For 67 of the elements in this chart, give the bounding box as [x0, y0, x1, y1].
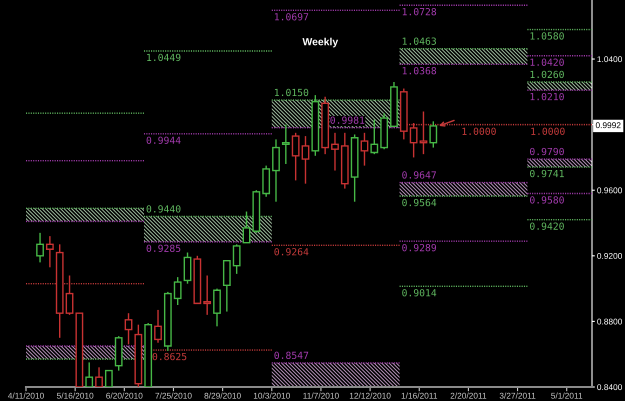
x-tick-label: 1/16/2011 — [402, 392, 438, 399]
x-tick-label: 10/3/2010 — [254, 392, 290, 399]
y-tick-label: 0.9200 — [597, 253, 622, 259]
x-tick-label: 12/12/2010 — [350, 392, 391, 399]
candlestick — [174, 276, 182, 306]
series-label: 0.9440 — [146, 205, 180, 213]
x-tick-label: 7/25/2010 — [155, 392, 192, 399]
series-label: 1.0728 — [402, 8, 436, 16]
y-tick-label: 0.8400 — [597, 384, 622, 390]
series-label: 0.9289 — [402, 244, 436, 252]
series-label: 0.9647 — [402, 171, 436, 179]
candlestick — [282, 124, 290, 165]
candlestick — [95, 366, 103, 387]
annotation: 0.9992 — [596, 122, 621, 128]
series-label: 0.9944 — [146, 136, 181, 144]
candlestick — [203, 274, 212, 316]
series-label: 1.0697 — [274, 13, 308, 20]
y-tick-label: 0.9600 — [597, 187, 622, 194]
series-label: 1.0463 — [402, 37, 436, 45]
candlestick — [124, 312, 132, 346]
series-label: 0.9420 — [530, 222, 564, 230]
candlestick — [370, 119, 378, 155]
candlestick — [85, 362, 94, 387]
y-tick-label: 0.8800 — [597, 318, 622, 325]
candlestick — [331, 132, 339, 172]
series-label: 0.9285 — [146, 244, 180, 252]
candlestick — [429, 120, 438, 148]
series-label: 0.9981 — [330, 116, 364, 124]
series-label: 0.9014 — [402, 289, 436, 296]
series-label: 0.8547 — [274, 352, 308, 360]
series-label: 0.9580 — [530, 196, 564, 204]
annotation: 1.0000 — [462, 128, 496, 135]
series-label: 1.0150 — [274, 88, 308, 96]
candlestick — [272, 138, 280, 202]
candlestick — [213, 288, 221, 328]
series-label: 1.0420 — [530, 58, 564, 66]
annotation: 1.0000 — [531, 128, 565, 135]
series-label: 1.0260 — [530, 70, 564, 78]
series-label: 0.8625 — [152, 352, 186, 360]
x-tick-label: 3/27/2011 — [500, 392, 536, 399]
series-label: 0.9741 — [530, 170, 564, 178]
series-label: 1.0368 — [402, 67, 436, 74]
series-label: 0.9564 — [402, 198, 436, 206]
series-label: 1.0210 — [530, 92, 564, 100]
series-label: 1.0449 — [147, 54, 180, 62]
x-tick-label: 4/11/2010 — [8, 392, 44, 399]
y-tick-label: 1.0400 — [597, 56, 622, 62]
candlestick — [232, 244, 241, 275]
series-label: 0.9264 — [274, 248, 308, 256]
candlestick — [46, 235, 54, 268]
series-label: 1.0580 — [530, 32, 564, 40]
series-label: 0.9790 — [530, 148, 564, 156]
candlestick — [242, 210, 250, 244]
x-tick-label: 5/1/2011 — [551, 392, 582, 399]
candlestick — [184, 252, 192, 284]
candlestick — [154, 309, 162, 344]
x-tick-label: 6/20/2010 — [106, 392, 143, 399]
x-tick-label: 8/29/2010 — [204, 392, 241, 399]
x-tick-label: 5/16/2010 — [56, 392, 94, 399]
candlestick — [104, 370, 113, 387]
candlestick — [292, 132, 300, 182]
text: Weekly — [302, 38, 338, 48]
candlestick — [36, 232, 44, 264]
candlestick — [302, 135, 310, 184]
candlestick — [360, 132, 368, 166]
x-tick-label: 11/7/2010 — [303, 392, 339, 399]
x-tick-label: 2/20/2011 — [450, 392, 486, 399]
